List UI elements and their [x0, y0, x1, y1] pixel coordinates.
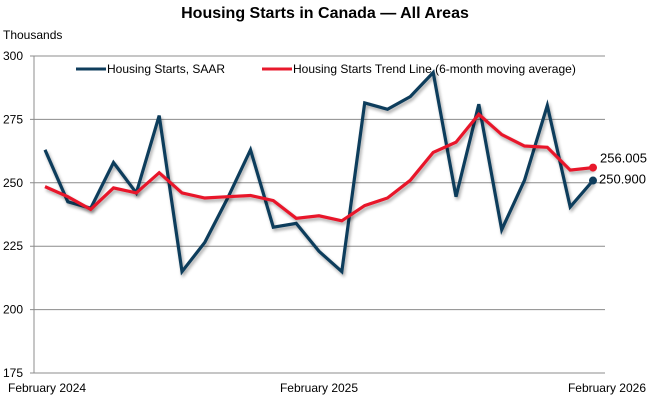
data-labels: 250.900 256.005 — [599, 151, 647, 187]
y-tick-label: 175 — [3, 366, 23, 380]
y-tick-label: 275 — [3, 112, 23, 126]
y-axis-label: Thousands — [3, 28, 63, 42]
y-tick-label: 225 — [3, 239, 23, 253]
gridlines — [30, 55, 605, 374]
end-marker-1 — [589, 163, 597, 172]
y-tick-label: 300 — [3, 49, 23, 63]
y-tick-label: 250 — [3, 176, 23, 190]
y-tick-label: 200 — [3, 303, 23, 317]
x-tick-label: February 2025 — [280, 381, 358, 395]
end-value-label-1: 256.005 — [600, 151, 647, 166]
legend-label-0: Housing Starts, SAAR — [107, 62, 225, 76]
x-tick-label: February 2026 — [568, 381, 646, 395]
series-line-1 — [44, 111, 594, 223]
end-marker-0 — [589, 176, 597, 185]
end-value-label-0: 250.900 — [599, 172, 646, 187]
chart-title: Housing Starts in Canada — All Areas — [181, 5, 469, 22]
legend: Housing Starts, SAAR Housing Starts Trend… — [76, 62, 576, 76]
series-line-0 — [43, 69, 595, 276]
x-tick-label: February 2024 — [8, 381, 86, 395]
legend-label-1: Housing Starts Trend Line (6-month movin… — [293, 62, 576, 76]
series-group — [43, 69, 597, 276]
axes: 175 200 225 250 275 300 February 2024 February … — [3, 49, 646, 395]
